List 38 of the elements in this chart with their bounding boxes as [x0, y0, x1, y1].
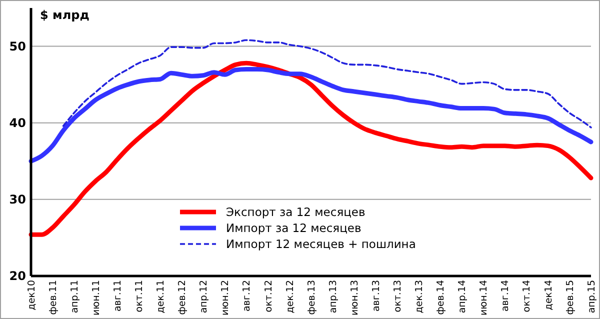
x-tick-label: июн.14	[478, 280, 490, 316]
x-tick-label: фев.12	[177, 280, 188, 315]
legend-label: Импорт 12 месяцев + пошлина	[226, 237, 416, 252]
x-tick-label: апр.12	[198, 280, 210, 314]
x-tick-label: авг.11	[112, 280, 124, 312]
x-tick-label: фев.11	[48, 280, 59, 315]
line-series	[28, 60, 594, 237]
y-tick-label: 40	[9, 116, 26, 130]
x-tick-label: дек.11	[156, 280, 167, 314]
x-tick-label: фев.13	[306, 280, 318, 315]
x-tick-label: апр.15	[586, 280, 598, 314]
x-tick-label: авг.14	[500, 280, 512, 312]
x-tick-label: июн.11	[90, 280, 102, 316]
line-series	[62, 39, 592, 128]
y-axis-title: $ млрд	[40, 8, 90, 22]
x-tick-label: окт.11	[134, 280, 146, 312]
x-tick-label: апр.13	[328, 280, 339, 314]
legend-label: Экспорт за 12 месяцев	[226, 205, 366, 220]
x-tick-label: июн.12	[220, 280, 232, 316]
y-tick-label: 50	[9, 39, 26, 54]
x-tick-label: дек.12	[284, 280, 296, 314]
x-tick-label: дек14	[543, 280, 554, 310]
y-tick-label: 30	[9, 192, 26, 207]
x-tick-label: авг.13	[370, 280, 382, 312]
x-tick-label: окт.14	[522, 280, 533, 312]
x-tick-label: дек.13	[414, 280, 426, 314]
x-tick-label: фев.14	[436, 280, 447, 315]
x-tick-label: дек10	[26, 280, 38, 310]
x-tick-label: фев.15	[564, 280, 576, 315]
x-tick-label: окт.13	[392, 280, 404, 312]
x-tick-label: апр.11	[69, 280, 80, 314]
legend-label: Импорт за 12 месяцев	[226, 221, 362, 236]
x-tick-label: авг.12	[242, 280, 253, 312]
x-tick-label: июн.13	[349, 280, 360, 316]
x-tick-label: апр.14	[457, 280, 468, 314]
y-tick-label: 20	[9, 269, 26, 284]
line-series	[28, 67, 594, 164]
x-tick-label: окт.12	[263, 280, 274, 312]
